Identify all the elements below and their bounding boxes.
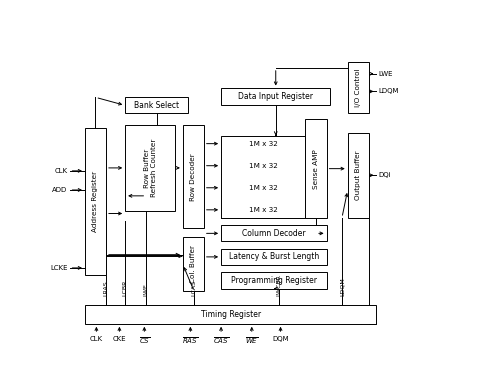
Text: LRAS: LRAS [103, 280, 108, 296]
Text: $\overline{RAS}$: $\overline{RAS}$ [182, 335, 198, 346]
Bar [305, 119, 327, 218]
Text: Address Register: Address Register [93, 171, 99, 232]
Text: I/O Control: I/O Control [355, 68, 361, 107]
Text: Col. Buffer: Col. Buffer [190, 245, 196, 283]
Text: LWCBR: LWCBR [276, 274, 281, 296]
Text: 1M x 32: 1M x 32 [249, 163, 278, 169]
Bar [347, 133, 369, 218]
Bar [125, 97, 189, 113]
Text: Data Input Register: Data Input Register [238, 92, 313, 101]
Text: LDQM: LDQM [378, 88, 399, 94]
Bar [221, 136, 305, 218]
Text: LCAS: LCAS [192, 280, 197, 296]
Text: Bank Select: Bank Select [134, 101, 179, 110]
Bar [125, 125, 175, 210]
Text: LWE: LWE [144, 283, 149, 296]
Text: Programming Register: Programming Register [231, 276, 317, 285]
Bar [221, 249, 327, 265]
Text: Column Decoder: Column Decoder [242, 229, 305, 238]
Text: Timing Register: Timing Register [200, 310, 261, 319]
Text: CLK: CLK [54, 168, 68, 174]
Text: Latency & Burst Length: Latency & Burst Length [229, 253, 319, 261]
Text: CKE: CKE [112, 335, 126, 342]
Bar [221, 225, 327, 241]
Text: ADD: ADD [52, 187, 68, 193]
Text: DQi: DQi [378, 172, 391, 178]
Text: Output Buffer: Output Buffer [355, 151, 361, 200]
Text: 1M x 32: 1M x 32 [249, 185, 278, 191]
Text: 1M x 32: 1M x 32 [249, 207, 278, 213]
Text: $\overline{WE}$: $\overline{WE}$ [245, 335, 258, 346]
Text: LDQM: LDQM [340, 277, 345, 296]
Text: $\overline{CAS}$: $\overline{CAS}$ [213, 335, 229, 346]
Text: Sense AMP: Sense AMP [313, 149, 319, 189]
Text: $\overline{CS}$: $\overline{CS}$ [139, 335, 150, 346]
Bar [183, 237, 204, 291]
Bar [347, 62, 369, 113]
Text: CLK: CLK [90, 335, 103, 342]
Bar [221, 272, 327, 288]
Text: Row Buffer
Refresh Counter: Row Buffer Refresh Counter [144, 139, 156, 197]
Bar [183, 125, 204, 228]
Bar [85, 305, 376, 324]
Text: 1M x 32: 1M x 32 [249, 141, 278, 147]
Bar [221, 89, 331, 105]
Text: LWE: LWE [378, 71, 393, 77]
Bar [85, 128, 106, 275]
Text: LCBR: LCBR [123, 280, 128, 296]
Text: DQM: DQM [272, 335, 289, 342]
Text: LCKE: LCKE [50, 265, 68, 271]
Text: Row Decoder: Row Decoder [190, 153, 196, 201]
